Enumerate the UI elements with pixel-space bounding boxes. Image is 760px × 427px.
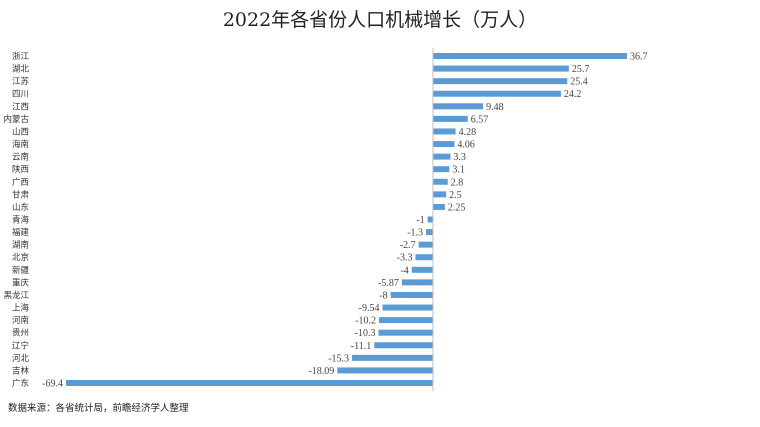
- category-label: 贵州: [12, 328, 29, 339]
- data-label: 9.48: [486, 102, 504, 113]
- category-label: 山东: [12, 202, 29, 213]
- bar: [66, 380, 433, 386]
- data-label: 4.06: [457, 140, 475, 151]
- category-label: 湖北: [12, 65, 30, 75]
- category-label: 河北: [12, 353, 30, 364]
- bar: [337, 367, 433, 374]
- bar: [432, 78, 568, 85]
- chart-title: 2022年各省份人口机械增长（万人）: [223, 9, 537, 31]
- category-label: 云南: [12, 152, 29, 163]
- data-label: 2.8: [451, 177, 464, 188]
- category-label: 江西: [12, 102, 29, 112]
- bar: [432, 191, 447, 198]
- data-label: -3.3: [397, 253, 413, 264]
- bar: [432, 153, 451, 160]
- data-label: -9.54: [359, 303, 380, 314]
- category-label: 甘肃: [12, 189, 30, 200]
- bar: [378, 329, 433, 336]
- bar: [411, 266, 433, 273]
- category-label: 山西: [12, 126, 29, 137]
- bar: [432, 203, 445, 210]
- bar: [427, 216, 433, 223]
- category-label: 江苏: [12, 76, 30, 87]
- bar: [432, 141, 455, 148]
- bar: [415, 254, 433, 261]
- bar: [390, 291, 433, 298]
- bar: [426, 229, 433, 236]
- data-label: 2.25: [448, 202, 466, 213]
- category-label: 河南: [12, 315, 29, 326]
- data-label: 25.4: [570, 77, 588, 88]
- data-label: -1: [416, 215, 424, 226]
- data-label: -11.1: [351, 341, 371, 352]
- category-label: 黑龙江: [3, 290, 29, 301]
- data-label: -4: [400, 265, 408, 276]
- category-label: 湖南: [12, 240, 29, 251]
- bar: [432, 128, 456, 135]
- bar: [432, 115, 468, 122]
- category-label: 广西: [12, 177, 29, 188]
- data-label: -15.3: [328, 353, 349, 364]
- bar: [432, 166, 450, 173]
- data-label: 25.7: [572, 64, 590, 75]
- bars: [66, 53, 627, 386]
- bar: [352, 354, 433, 361]
- bar: [432, 178, 448, 185]
- data-label: -2.7: [400, 240, 416, 251]
- bar: [432, 90, 561, 97]
- category-label: 海南: [12, 139, 29, 150]
- category-label: 新疆: [12, 265, 30, 276]
- data-label: 2.5: [449, 190, 462, 201]
- category-label: 重庆: [12, 277, 30, 288]
- data-label: -8: [379, 290, 387, 301]
- category-label: 四川: [12, 90, 29, 100]
- data-label: 36.7: [630, 52, 648, 63]
- source-note: 数据来源：各省统计局，前瞻经济学人整理: [8, 402, 189, 414]
- data-label: 3.1: [452, 165, 465, 176]
- bar: [432, 103, 484, 110]
- data-label: -1.3: [407, 228, 423, 239]
- bar: [401, 279, 433, 286]
- bar: [374, 342, 433, 349]
- data-label: -18.09: [308, 366, 334, 377]
- category-labels: 浙江湖北江苏四川江西内蒙古山西海南云南陕西广西甘肃山东青海福建湖南北京新疆重庆黑…: [3, 51, 29, 389]
- data-label: 4.28: [459, 127, 477, 138]
- category-label: 吉林: [12, 365, 30, 376]
- data-label: -10.2: [355, 316, 376, 327]
- data-label: -69.4: [42, 379, 63, 390]
- data-label: 3.3: [453, 152, 466, 163]
- value-labels: 36.725.725.424.29.486.574.284.063.33.12.…: [42, 52, 647, 390]
- category-label: 辽宁: [12, 340, 29, 351]
- data-label: -10.3: [355, 328, 376, 339]
- bar: [379, 317, 433, 324]
- bar: [382, 304, 433, 311]
- data-label: 24.2: [564, 89, 582, 100]
- bar: [432, 65, 569, 72]
- category-label: 青海: [12, 215, 30, 226]
- category-label: 上海: [12, 303, 30, 314]
- bar: [418, 241, 433, 248]
- category-label: 广东: [12, 378, 29, 389]
- data-label: -5.87: [378, 278, 399, 289]
- data-label: 6.57: [471, 114, 489, 125]
- category-label: 福建: [12, 227, 30, 238]
- category-label: 内蒙古: [3, 114, 29, 125]
- bar: [432, 53, 627, 59]
- category-label: 浙江: [12, 51, 30, 62]
- category-label: 北京: [12, 252, 29, 263]
- category-label: 陕西: [12, 164, 29, 175]
